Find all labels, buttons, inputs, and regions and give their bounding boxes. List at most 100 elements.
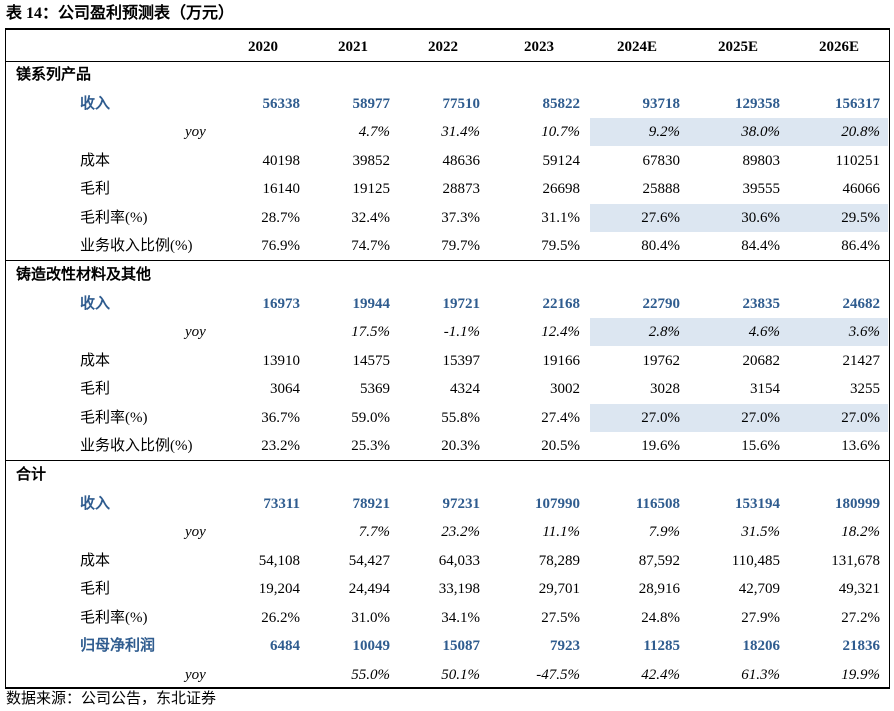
cell: 22790 <box>642 295 681 312</box>
right-border <box>889 29 890 688</box>
cell: 20.8% <box>841 124 880 140</box>
cell: 2.8% <box>648 324 680 340</box>
cell: 27.6% <box>641 209 680 226</box>
cell: 17.5% <box>351 324 390 340</box>
cell: 64,033 <box>438 552 480 569</box>
column-header: 2023 <box>524 39 554 55</box>
row-label: 业务收入比例(%) <box>80 438 193 454</box>
cell: 49,321 <box>838 581 880 597</box>
cell: 33,198 <box>438 581 480 597</box>
cell: 61.3% <box>741 666 780 683</box>
row-label: 归母净利润 <box>80 638 156 654</box>
cell: 153194 <box>735 495 780 512</box>
section-rule <box>5 260 890 261</box>
cell: 3064 <box>270 381 300 397</box>
cell: 78,289 <box>538 552 580 569</box>
cell: 78921 <box>352 495 391 512</box>
source-note: 数据来源：公司公告，东北证券 <box>6 691 217 707</box>
highlight <box>590 318 888 346</box>
cell: 129358 <box>735 95 780 112</box>
cell: 7.7% <box>358 524 390 540</box>
column-header: 2020 <box>248 39 278 55</box>
cell: 54,427 <box>348 552 390 569</box>
cell: 16973 <box>262 295 301 312</box>
cell: 55.0% <box>351 666 390 683</box>
cell: 23.2% <box>441 524 480 540</box>
column-header: 2021 <box>338 39 368 55</box>
cell: 3002 <box>550 381 580 397</box>
cell: 29.5% <box>841 209 880 226</box>
cell: 79.5% <box>541 238 580 254</box>
cell: -47.5% <box>536 666 580 683</box>
column-header: 2022 <box>428 39 458 55</box>
cell: 15397 <box>442 352 481 369</box>
cell: 12.4% <box>541 324 580 340</box>
cell: 38.0% <box>741 124 780 140</box>
cell: 42,709 <box>738 581 780 597</box>
cell: 55.8% <box>441 409 480 426</box>
cell: 24682 <box>842 295 881 312</box>
cell: 31.0% <box>351 609 390 626</box>
cell: 11.1% <box>542 524 580 540</box>
cell: 85822 <box>542 95 581 112</box>
cell: 84.4% <box>741 238 780 254</box>
highlight <box>590 403 888 432</box>
cell: 116508 <box>635 495 680 512</box>
cell: 10049 <box>352 638 391 654</box>
cell: 28873 <box>442 181 481 197</box>
cell: 18206 <box>742 638 781 654</box>
row-label: 毛利率(%) <box>80 209 148 226</box>
cell: 3154 <box>750 381 780 397</box>
cell: -1.1% <box>443 324 480 340</box>
row-label: 成本 <box>80 352 111 369</box>
cell: 31.1% <box>541 209 580 226</box>
cell: 11285 <box>643 638 680 654</box>
cell: 87,592 <box>638 552 680 569</box>
row-label: yoy <box>185 666 206 683</box>
cell: 54,108 <box>258 552 300 569</box>
cell: 26698 <box>542 181 581 197</box>
row-label: 成本 <box>80 152 111 169</box>
cell: 24,494 <box>348 581 390 597</box>
cell: 46066 <box>842 181 881 197</box>
section-title: 铸造改性材料及其他 <box>16 267 152 283</box>
cell: 131,678 <box>831 552 880 569</box>
column-header: 2024E <box>616 39 658 55</box>
cell: 37.3% <box>441 209 480 226</box>
cell: 42.4% <box>641 666 680 683</box>
row-label: 业务收入比例(%) <box>80 238 193 254</box>
cell: 19166 <box>542 352 581 369</box>
column-header: 2026E <box>818 39 860 55</box>
cell: 110251 <box>835 152 880 169</box>
cell: 19.6% <box>641 438 680 454</box>
cell: 3028 <box>650 381 680 397</box>
cell: 25888 <box>642 181 681 197</box>
cell: 80.4% <box>641 238 680 254</box>
cell: 36.7% <box>261 409 300 426</box>
cell: 40198 <box>262 152 301 169</box>
cell: 67830 <box>642 152 681 169</box>
header-rule <box>5 61 890 62</box>
cell: 10.7% <box>541 124 580 140</box>
cell: 156317 <box>835 95 880 112</box>
cell: 5369 <box>360 381 390 397</box>
cell: 110,485 <box>731 552 780 569</box>
column-header: 2025E <box>717 39 759 55</box>
highlight <box>590 118 888 146</box>
row-label: 收入 <box>80 95 111 112</box>
cell: 14575 <box>352 352 391 369</box>
cell: 19721 <box>442 295 481 312</box>
row-label: 毛利 <box>80 181 111 197</box>
cell: 73311 <box>263 495 300 512</box>
cell: 27.9% <box>741 609 780 626</box>
cell: 19762 <box>642 352 681 369</box>
cell: 32.4% <box>351 209 390 226</box>
section-rule <box>5 460 890 461</box>
cell: 7923 <box>550 638 580 654</box>
cell: 21836 <box>842 638 881 654</box>
cell: 76.9% <box>261 238 300 254</box>
cell: 28.7% <box>261 209 300 226</box>
cell: 107990 <box>535 495 580 512</box>
bottom-rule <box>5 687 890 689</box>
